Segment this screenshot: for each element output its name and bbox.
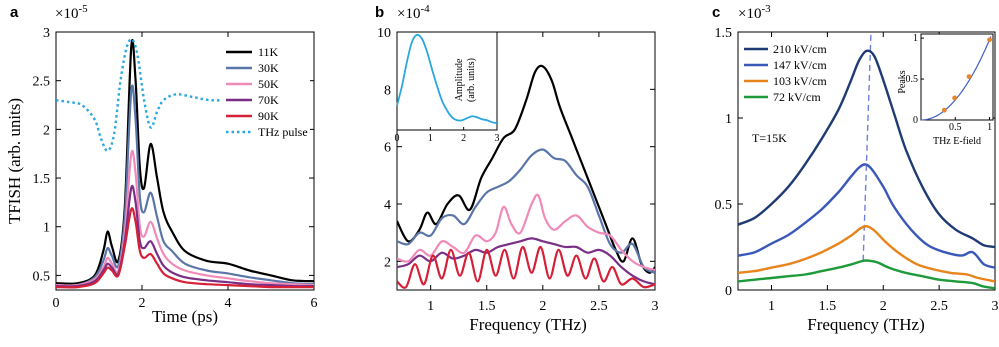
panel-b-ytick-label: 2 xyxy=(384,255,391,270)
panel-a-ytick-label: 2 xyxy=(43,123,50,138)
panel-c-legend-label: 103 kV/cm xyxy=(773,74,827,88)
panel-c: c ×10-3 Frequency (THz) T=15K 1 1.5 2 2.5 3 … xyxy=(712,3,999,334)
panel-b-ytick-label: 8 xyxy=(384,83,391,98)
panel-c-series-72-kv-cm xyxy=(738,259,995,290)
panel-b-ytick-label: 4 xyxy=(384,198,391,213)
panel-b-inset-xtick-label: 0 xyxy=(395,133,400,144)
panel-c-inset-ylabel: Peaks xyxy=(897,70,908,93)
panel-c-inset-xtick-label: 0.5 xyxy=(949,122,962,133)
panel-b-letter: b xyxy=(375,4,384,21)
panel-b-inset-xtick-label: 3 xyxy=(495,133,500,144)
panel-b-inset-xtick-label: 1 xyxy=(428,133,433,144)
panel-a-legend-label: 11K xyxy=(258,45,279,59)
panel-b-inset-xtick-label: 2 xyxy=(461,133,466,144)
panel-c-series-210-kv-cm xyxy=(738,49,995,249)
panel-c-inset-data-point xyxy=(987,37,992,43)
panel-a-ytick-label: 1 xyxy=(43,221,50,236)
panel-b-inset-box xyxy=(396,31,498,131)
panel-a: a ×10-5 TFISH (arb. units) Time (ps) 0 2 4… xyxy=(5,3,318,326)
panel-b-xtick-label: 2 xyxy=(539,299,546,314)
panel-a-legend-box xyxy=(222,42,310,140)
panel-c-inset-ytick-label: 1 xyxy=(913,33,918,44)
panel-b-inset: Amplitude (arb. units) 0 1 2 3 xyxy=(395,31,500,144)
panel-a-letter: a xyxy=(10,4,19,21)
panel-b-ytick-label: 10 xyxy=(377,26,391,41)
panel-c-inset-box xyxy=(920,33,994,121)
panel-a-legend-label: 50K xyxy=(258,77,279,91)
panel-b-series-70k xyxy=(397,237,655,286)
panel-a-legend: 11K 30K 50K 70K 90K THz pulse xyxy=(222,42,310,140)
panel-c-letter: c xyxy=(712,4,720,21)
panel-c-peak-guide-line xyxy=(862,32,872,261)
panel-a-xtick-label: 4 xyxy=(225,296,232,311)
panel-b-series-30k xyxy=(397,148,655,274)
panel-b-xtick-label: 3 xyxy=(652,299,659,314)
panel-a-ytick-label: 1.5 xyxy=(33,172,51,187)
panel-b-inset-amplitude-line xyxy=(396,33,498,124)
panel-c-series-103-kv-cm xyxy=(738,225,995,283)
panel-a-series-30k xyxy=(56,84,314,287)
panel-c-inset-ytick-label: 0.5 xyxy=(906,74,919,85)
panel-c-ytick-label: 0 xyxy=(725,284,732,299)
panel-c-inset-data-point xyxy=(952,95,957,101)
panel-a-axes-box xyxy=(55,31,315,291)
panel-c-ytick-label: 1.5 xyxy=(715,26,733,41)
panel-c-xtick-label: 2 xyxy=(880,299,887,314)
panel-c-y-exponent: ×10-3 xyxy=(738,3,771,22)
panel-c-inset: Peaks THz E-field 0.5 1 0 0.5 1 xyxy=(897,33,994,147)
panel-b-y-exponent: ×10-4 xyxy=(397,3,430,22)
panel-c-xtick-label: 1.5 xyxy=(819,299,837,314)
panel-c-legend: 210 kV/cm 147 kV/cm 103 kV/cm 72 kV/cm xyxy=(744,42,827,104)
panel-a-x-label: Time (ps) xyxy=(152,307,218,326)
panel-b-inset-ylabel-1: Amplitude xyxy=(454,58,465,101)
panel-a-ytick-label: 2.5 xyxy=(33,75,51,90)
panel-c-ytick-label: 0.5 xyxy=(715,198,733,213)
panel-a-xtick-label: 0 xyxy=(53,296,60,311)
panel-a-ytick-label: 0.5 xyxy=(33,269,51,284)
panel-b-xtick-label: 1 xyxy=(427,299,434,314)
panel-c-legend-label: 72 kV/cm xyxy=(773,90,821,104)
panel-c-xtick-label: 1 xyxy=(768,299,775,314)
panel-a-ytick-label: 3 xyxy=(43,26,50,41)
panel-b-xtick-label: 1.5 xyxy=(478,299,496,314)
panel-a-legend-label: 90K xyxy=(258,109,279,123)
panel-a-xtick-label: 6 xyxy=(311,296,318,311)
panel-c-axes-box xyxy=(737,31,996,291)
panel-c-legend-label: 147 kV/cm xyxy=(773,58,827,72)
panel-c-series-147-kv-cm xyxy=(738,163,995,269)
panel-c-x-label: Frequency (THz) xyxy=(807,315,925,334)
panel-c-xtick-label: 2.5 xyxy=(930,299,948,314)
panel-b-series-50k xyxy=(397,193,655,271)
panel-b: b ×10-4 Frequency (THz) 1 1.5 2 2.5 3 246810… xyxy=(375,3,659,334)
panel-c-inset-xtick-label: 1 xyxy=(987,122,992,133)
panel-c-legend-label: 210 kV/cm xyxy=(773,42,827,56)
panel-c-inset-data-point xyxy=(966,74,972,79)
panel-c-ytick-label: 1 xyxy=(725,112,732,127)
panel-a-series-90k xyxy=(56,207,314,289)
panel-c-temperature-annotation: T=15K xyxy=(752,131,787,145)
panel-b-x-label: Frequency (THz) xyxy=(469,315,587,334)
panel-a-legend-label: 70K xyxy=(258,93,279,107)
panel-c-inset-xlabel: THz E-field xyxy=(933,136,981,147)
panel-a-legend-label: THz pulse xyxy=(258,125,308,139)
panel-a-y-label: TFISH (arb. units) xyxy=(5,98,24,224)
panel-a-series-50k xyxy=(56,149,314,287)
panel-a-series-70k xyxy=(56,184,314,288)
panel-a-xtick-label: 2 xyxy=(139,296,146,311)
panel-c-inset-data-point xyxy=(941,107,947,113)
panel-b-xtick-label: 2.5 xyxy=(590,299,608,314)
panel-b-axes-box xyxy=(396,31,656,291)
panel-c-inset-ytick-label: 0 xyxy=(913,115,918,126)
panel-a-legend-label: 30K xyxy=(258,61,279,75)
panel-a-series-11k xyxy=(56,38,314,285)
panel-a-y-exponent: ×10-5 xyxy=(55,3,88,22)
panel-b-ytick-label: 6 xyxy=(384,141,391,156)
panel-b-inset-ylabel-2: (arb. units) xyxy=(466,58,477,102)
panel-c-xtick-label: 3 xyxy=(992,299,999,314)
panel-a-series-thz-pulse xyxy=(56,38,246,152)
panel-b-series-90k xyxy=(397,245,655,289)
